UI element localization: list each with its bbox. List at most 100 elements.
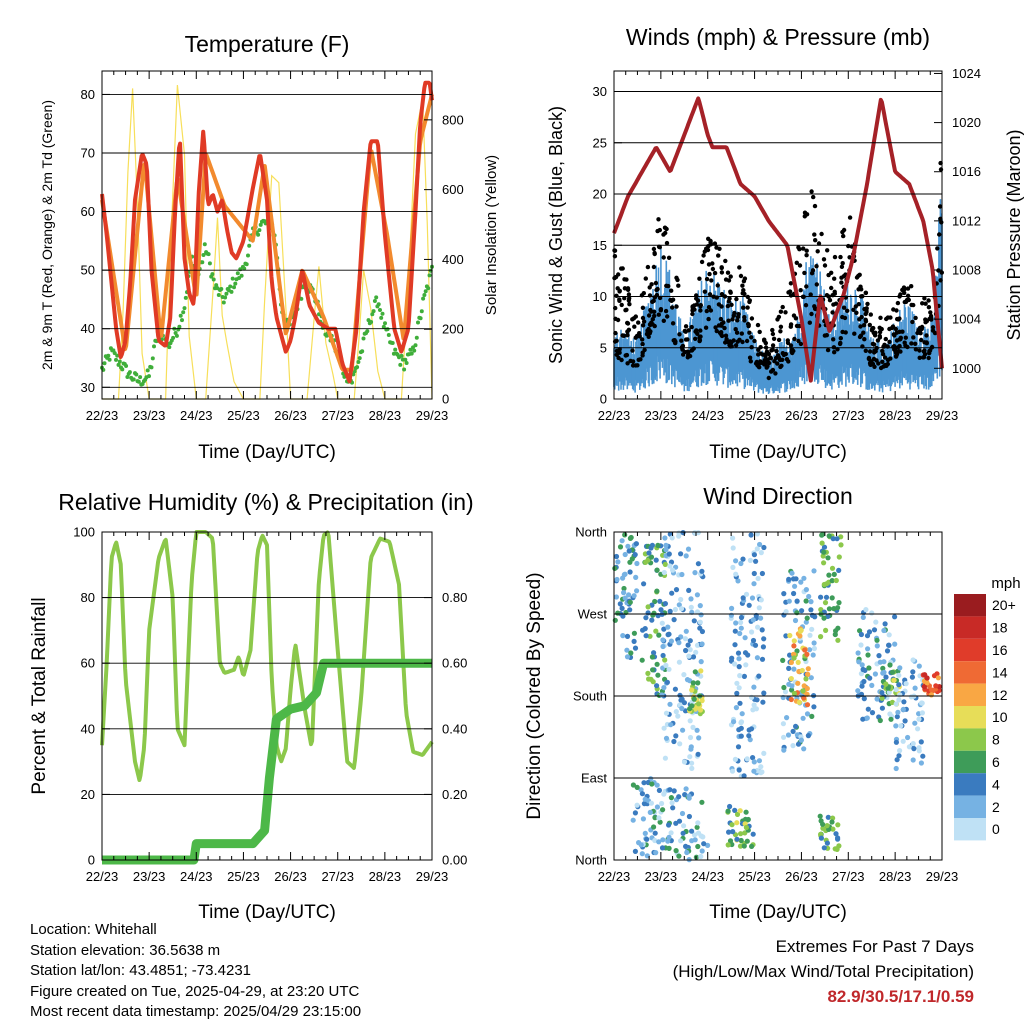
- direction-point: [639, 851, 645, 857]
- wind-xtick-label: 29/23: [926, 408, 959, 423]
- direction-point: [805, 671, 811, 678]
- dir-xtick-label: 29/23: [926, 869, 959, 884]
- gust-point: [819, 231, 824, 237]
- direction-point: [795, 741, 802, 747]
- gust-point: [661, 318, 666, 323]
- gust-point: [832, 350, 837, 355]
- dewpoint-point: [219, 287, 224, 291]
- direction-point: [801, 695, 807, 701]
- gust-point: [756, 347, 761, 352]
- gust-point: [730, 317, 735, 322]
- direction-point: [886, 632, 892, 638]
- gust-point: [854, 310, 859, 315]
- direction-point: [699, 568, 705, 574]
- direction-point: [740, 556, 746, 562]
- direction-point: [826, 533, 832, 539]
- dewpoint-point: [246, 253, 250, 258]
- gust-point: [821, 257, 827, 262]
- direction-point: [694, 642, 701, 648]
- gust-point: [894, 330, 899, 335]
- gust-point: [707, 271, 712, 277]
- dewpoint-point: [299, 296, 304, 301]
- wind-xtick-label: 25/23: [738, 408, 771, 423]
- gust-point: [769, 348, 774, 353]
- gust-point: [926, 355, 931, 361]
- direction-point: [928, 692, 935, 698]
- direction-point: [793, 576, 799, 582]
- direction-point: [738, 625, 744, 631]
- temperature-title: Temperature (F): [185, 31, 350, 57]
- direction-point: [689, 838, 695, 844]
- direction-point: [751, 768, 757, 774]
- direction-point: [835, 836, 841, 842]
- direction-point: [835, 605, 841, 611]
- direction-point: [898, 723, 904, 729]
- temp-ytick-label: 60: [81, 204, 95, 219]
- direction-point: [924, 675, 930, 681]
- direction-point: [613, 594, 620, 600]
- direction-point: [638, 787, 644, 793]
- direction-point: [652, 830, 658, 836]
- direction-point: [819, 540, 825, 546]
- direction-point: [829, 578, 835, 584]
- gust-point: [893, 350, 898, 355]
- legend-label: 0: [992, 821, 1000, 837]
- direction-point: [627, 599, 633, 605]
- direction-point: [786, 665, 792, 672]
- gust-point: [622, 296, 627, 301]
- direction-point: [874, 637, 880, 643]
- direction-point: [885, 685, 891, 691]
- direction-point: [698, 668, 704, 674]
- direction-point: [730, 535, 736, 541]
- direction-point: [791, 638, 797, 644]
- direction-point: [685, 642, 691, 648]
- direction-point: [783, 633, 789, 639]
- temp-xtick-label: 22/23: [86, 408, 119, 423]
- gust-point: [937, 232, 942, 237]
- gust-point: [771, 336, 777, 341]
- direction-point: [760, 699, 766, 705]
- gust-point: [708, 308, 714, 313]
- gust-point: [875, 338, 881, 343]
- direction-point: [751, 702, 757, 708]
- gust-point: [829, 285, 834, 291]
- gust-point: [651, 246, 657, 252]
- direction-point: [865, 646, 871, 652]
- direction-point: [756, 758, 763, 764]
- direction-point: [737, 808, 743, 814]
- direction-point: [668, 638, 675, 644]
- gust-point: [748, 359, 753, 364]
- direction-point: [671, 617, 677, 623]
- dewpoint-point: [182, 306, 187, 311]
- direction-point: [733, 558, 739, 564]
- gust-point: [921, 355, 926, 360]
- gust-point: [670, 321, 676, 326]
- direction-point: [666, 551, 672, 557]
- direction-point: [836, 554, 842, 560]
- direction-point: [733, 620, 739, 626]
- gust-point: [763, 360, 768, 365]
- direction-point: [880, 670, 886, 676]
- gust-point: [692, 303, 697, 308]
- dewpoint-point: [374, 295, 379, 300]
- direction-point: [684, 849, 690, 856]
- direction-point: [683, 628, 689, 634]
- gust-point: [739, 331, 744, 336]
- direction-point: [754, 546, 760, 552]
- dewpoint-point: [134, 372, 139, 377]
- direction-point: [670, 567, 676, 573]
- gust-point: [706, 236, 711, 241]
- direction-point: [818, 594, 824, 600]
- dewpoint-point: [239, 273, 244, 278]
- gust-point: [779, 363, 784, 368]
- direction-point: [794, 598, 800, 604]
- gust-point: [793, 316, 799, 321]
- gust-point: [675, 277, 680, 283]
- direction-point: [897, 748, 903, 754]
- dewpoint-point: [398, 362, 403, 367]
- gust-point: [838, 336, 843, 341]
- direction-point: [791, 643, 797, 649]
- direction-point: [678, 551, 684, 557]
- gust-point: [804, 248, 809, 253]
